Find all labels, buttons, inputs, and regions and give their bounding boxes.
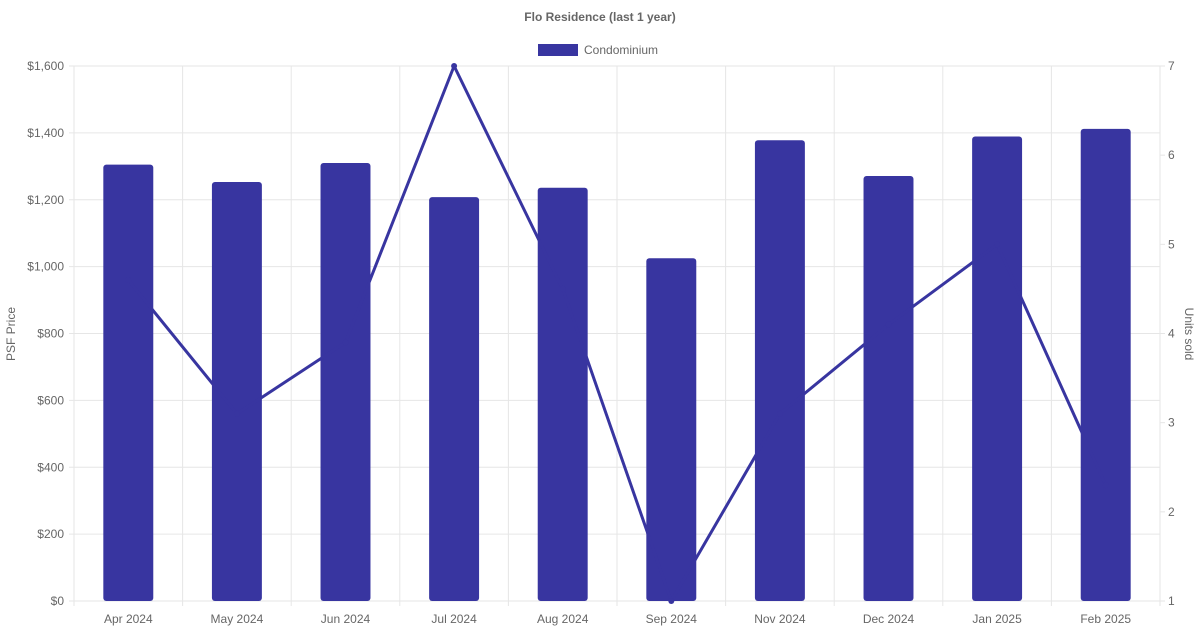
x-tick-label: Nov 2024 bbox=[754, 612, 806, 626]
y-tick-label: $400 bbox=[37, 460, 64, 474]
y2-tick-label: 5 bbox=[1168, 237, 1175, 251]
y-tick-label: $1,200 bbox=[27, 193, 64, 207]
y2-tick-label: 3 bbox=[1168, 416, 1175, 430]
line-point[interactable] bbox=[776, 410, 783, 417]
chart-title: Flo Residence (last 1 year) bbox=[524, 10, 675, 24]
legend-swatch-condominium bbox=[538, 44, 578, 56]
line-point[interactable] bbox=[233, 410, 240, 417]
line-point[interactable] bbox=[994, 241, 1001, 248]
x-tick-label: May 2024 bbox=[211, 612, 264, 626]
line-point[interactable] bbox=[668, 598, 675, 604]
y2-tick-label: 7 bbox=[1168, 59, 1175, 73]
y-tick-label: $1,400 bbox=[27, 126, 64, 140]
bar[interactable] bbox=[103, 164, 154, 601]
y2-tick-label: 1 bbox=[1168, 594, 1175, 608]
bar[interactable] bbox=[1080, 128, 1131, 602]
bar[interactable] bbox=[429, 197, 480, 601]
y2-tick-label: 6 bbox=[1168, 148, 1175, 162]
line-point[interactable] bbox=[1102, 482, 1109, 489]
units-sold-line bbox=[127, 64, 1108, 603]
bar[interactable] bbox=[972, 136, 1023, 601]
y-tick-label: $1,600 bbox=[27, 59, 64, 73]
tick-layer: $0 $200 $400 $600 $800 $1,000 $1,200 $1,400 $1,6… bbox=[27, 59, 1175, 626]
bar[interactable] bbox=[646, 258, 697, 601]
bar[interactable] bbox=[863, 176, 914, 601]
y-tick-label: $600 bbox=[37, 393, 64, 407]
x-tick-label: Jun 2024 bbox=[321, 612, 371, 626]
legend[interactable]: Condominium bbox=[538, 43, 658, 57]
x-tick-label: Jan 2025 bbox=[972, 612, 1022, 626]
line-point[interactable] bbox=[885, 321, 892, 328]
y-tick-label: $0 bbox=[51, 594, 65, 608]
y2-axis-label: Units sold bbox=[1182, 308, 1196, 361]
x-tick-label: Jul 2024 bbox=[431, 612, 477, 626]
x-tick-label: Aug 2024 bbox=[537, 612, 589, 626]
bar[interactable] bbox=[320, 162, 371, 601]
line-point[interactable] bbox=[559, 285, 566, 292]
x-tick-label: Feb 2025 bbox=[1080, 612, 1131, 626]
y-tick-label: $200 bbox=[37, 527, 64, 541]
line-layer bbox=[125, 63, 1109, 604]
line-point[interactable] bbox=[125, 277, 132, 283]
x-tick-label: Sep 2024 bbox=[646, 612, 698, 626]
line-point[interactable] bbox=[342, 339, 349, 346]
x-tick-label: Dec 2024 bbox=[863, 612, 915, 626]
y-tick-label: $1,000 bbox=[27, 260, 64, 274]
bar[interactable] bbox=[211, 182, 262, 601]
y2-tick-label: 2 bbox=[1168, 505, 1175, 519]
y2-tick-label: 4 bbox=[1168, 327, 1175, 341]
legend-label-condominium: Condominium bbox=[584, 43, 658, 57]
bar[interactable] bbox=[537, 187, 588, 601]
bar[interactable] bbox=[754, 140, 805, 601]
line-point[interactable] bbox=[451, 63, 458, 69]
x-tick-label: Apr 2024 bbox=[104, 612, 153, 626]
y-tick-label: $800 bbox=[37, 327, 64, 341]
y-axis-label: PSF Price bbox=[4, 307, 18, 361]
